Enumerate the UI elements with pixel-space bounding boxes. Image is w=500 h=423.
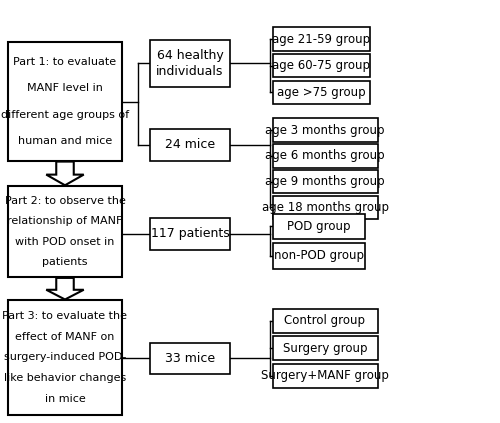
Text: effect of MANF on: effect of MANF on [16,332,114,342]
Text: different age groups of: different age groups of [1,110,129,120]
Bar [272,309,378,333]
Text: relationship of MANF: relationship of MANF [8,217,122,226]
Bar [272,336,378,360]
Text: surgery-induced POD-: surgery-induced POD- [4,352,126,363]
Bar [150,129,230,161]
Text: Part 2: to observe the: Part 2: to observe the [4,196,126,206]
Text: 24 mice: 24 mice [165,138,215,151]
Text: patients: patients [42,257,88,267]
Bar [8,186,122,277]
Bar [8,42,122,161]
Text: in mice: in mice [44,394,86,404]
Text: Part 1: to evaluate: Part 1: to evaluate [14,57,117,67]
Text: Control group: Control group [284,314,366,327]
Bar [272,170,378,193]
Bar [272,196,378,219]
Bar [150,40,230,87]
Bar [272,118,378,142]
Text: Surgery group: Surgery group [283,342,367,355]
Text: POD group: POD group [287,220,350,233]
Text: with POD onset in: with POD onset in [16,237,114,247]
Bar [272,81,370,104]
Bar [272,243,365,269]
Text: like behavior changes: like behavior changes [4,373,126,383]
Bar [272,144,378,168]
Text: 64 healthy
individuals: 64 healthy individuals [156,49,224,78]
Text: human and mice: human and mice [18,136,112,146]
Bar [272,27,370,51]
Polygon shape [46,162,84,185]
Text: age 18 months group: age 18 months group [262,201,388,214]
Bar [272,54,370,77]
Text: Surgery+MANF group: Surgery+MANF group [261,369,389,382]
Polygon shape [46,278,84,299]
Text: age 9 months group: age 9 months group [265,175,385,188]
Text: 33 mice: 33 mice [165,352,215,365]
Text: MANF level in: MANF level in [27,83,103,93]
Text: age 6 months group: age 6 months group [265,149,385,162]
Text: age 60-75 group: age 60-75 group [272,59,370,72]
Text: age 3 months group: age 3 months group [265,124,385,137]
Bar [150,218,230,250]
Text: non-POD group: non-POD group [274,250,364,262]
Bar [272,364,378,388]
Bar [272,214,365,239]
Text: age >75 group: age >75 group [277,86,366,99]
Text: age 21-59 group: age 21-59 group [272,33,370,46]
Bar [8,300,122,415]
Text: 117 patients: 117 patients [150,227,230,240]
Text: Part 3: to evaluate the: Part 3: to evaluate the [2,311,128,321]
Bar [150,343,230,374]
